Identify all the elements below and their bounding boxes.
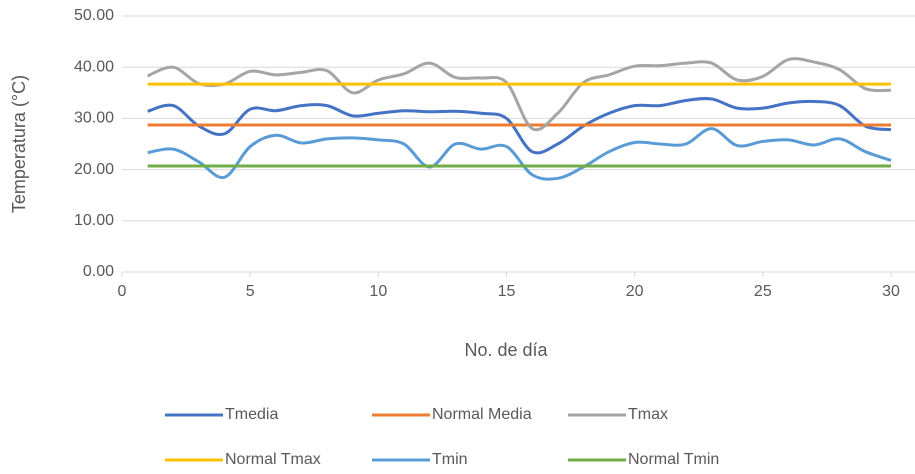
x-axis-title: No. de día [464, 340, 548, 360]
series-line [147, 96, 892, 155]
y-tick-label: 10.00 [74, 212, 114, 229]
x-tick-label: 15 [498, 283, 516, 300]
legend-label: Tmedia [225, 406, 278, 423]
series-line [147, 127, 892, 181]
x-tick-label: 20 [626, 283, 644, 300]
series-line [147, 57, 892, 132]
x-tick-label: 30 [882, 283, 900, 300]
y-tick-label: 20.00 [74, 161, 114, 178]
x-tick-label: 25 [754, 283, 772, 300]
legend-label: Normal Media [432, 406, 532, 423]
legend-label: Normal Tmin [628, 451, 719, 468]
y-tick-label: 40.00 [74, 58, 114, 75]
y-tick-label: 0.00 [83, 263, 114, 280]
y-axis-title: Temperatura (°C) [9, 75, 29, 213]
legend-label: Normal Tmax [225, 451, 321, 468]
x-tick-label: 0 [118, 283, 127, 300]
y-tick-label: 30.00 [74, 110, 114, 127]
legend-label: Tmin [432, 451, 468, 468]
x-tick-label: 5 [246, 283, 255, 300]
x-tick-label: 10 [369, 283, 387, 300]
legend-label: Tmax [628, 406, 668, 423]
y-tick-label: 50.00 [74, 7, 114, 24]
